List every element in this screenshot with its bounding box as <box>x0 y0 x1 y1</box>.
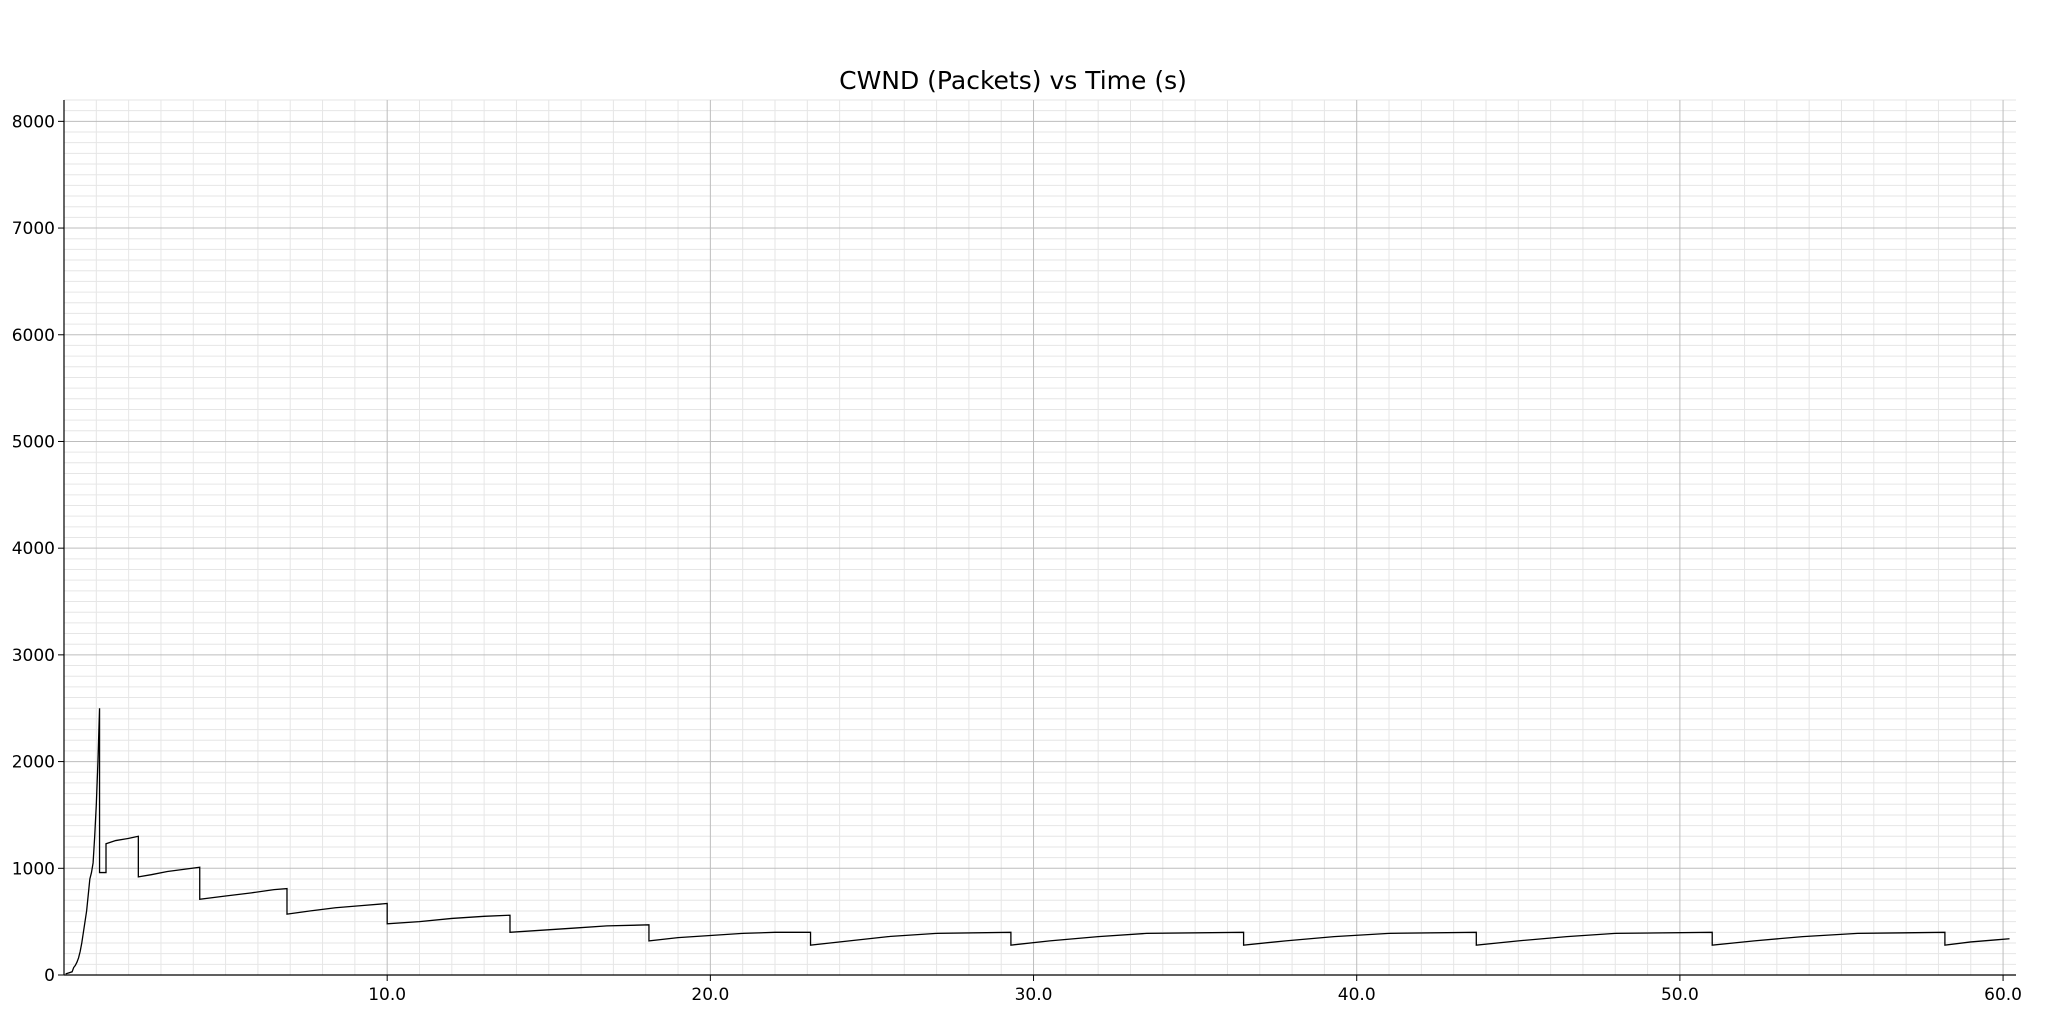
y-axis-ticks: 0 1000 2000 3000 4000 5000 6000 7000 8000 <box>12 112 64 986</box>
y-tick-label: 0 <box>44 966 55 986</box>
x-tick-label: 40.0 <box>1338 985 1376 1005</box>
cwnd-series-line <box>65 708 2010 975</box>
y-tick-label: 5000 <box>12 432 55 452</box>
x-tick-label: 30.0 <box>1015 985 1053 1005</box>
y-tick-label: 4000 <box>12 539 55 559</box>
y-tick-label: 1000 <box>12 859 55 879</box>
y-tick-label: 8000 <box>12 112 55 132</box>
major-grid <box>64 100 2016 975</box>
x-tick-label: 50.0 <box>1661 985 1699 1005</box>
chart-title: CWND (Packets) vs Time (s) <box>839 66 1187 95</box>
y-tick-label: 2000 <box>12 753 55 773</box>
x-tick-label: 10.0 <box>368 985 406 1005</box>
y-tick-label: 3000 <box>12 646 55 666</box>
y-tick-label: 6000 <box>12 326 55 346</box>
x-axis-ticks: 10.0 20.0 30.0 40.0 50.0 60.0 <box>368 975 2022 1005</box>
axes <box>63 100 2016 976</box>
y-tick-label: 7000 <box>12 219 55 239</box>
x-tick-label: 60.0 <box>1984 985 2022 1005</box>
x-tick-label: 20.0 <box>691 985 729 1005</box>
minor-grid <box>64 99 2016 975</box>
